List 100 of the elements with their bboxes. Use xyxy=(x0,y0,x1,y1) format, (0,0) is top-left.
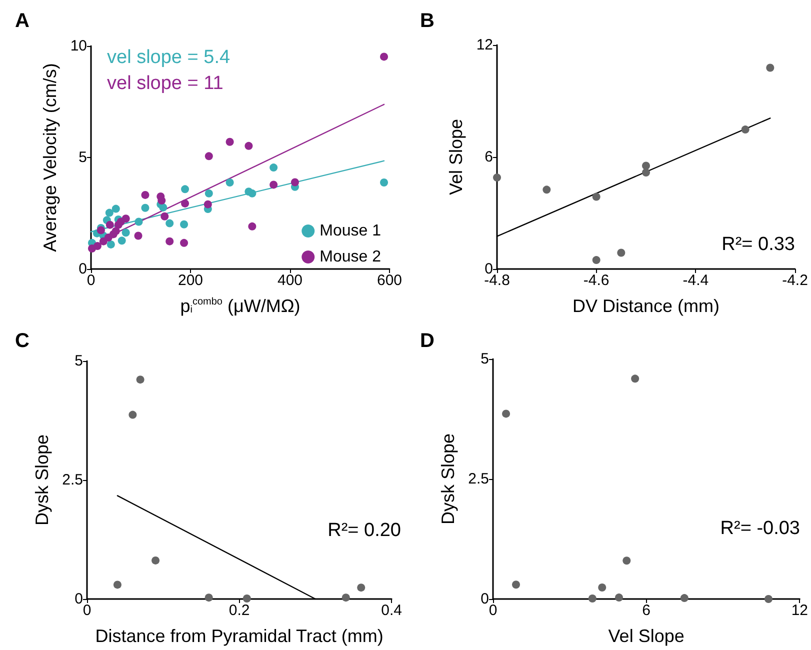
y-tick-label: 5 xyxy=(74,352,83,370)
point xyxy=(741,126,750,134)
point xyxy=(180,220,188,228)
x-tick-label: 0.2 xyxy=(228,602,250,619)
point xyxy=(166,237,174,246)
y-tick-label: 5 xyxy=(78,149,87,166)
point xyxy=(93,242,102,250)
x-tick-label: 400 xyxy=(277,272,303,289)
point xyxy=(113,580,122,589)
x-tick-label: -4.4 xyxy=(682,272,709,289)
annotation: vel slope = 11 xyxy=(107,73,224,94)
y-tick-label: 0 xyxy=(78,260,87,278)
y-tick-label: 0 xyxy=(74,590,83,608)
annotation: vel slope = 5.4 xyxy=(107,47,230,68)
annotation: R²= 0.33 xyxy=(722,234,796,255)
point xyxy=(122,228,130,237)
y-axis-title: Dysk Slope xyxy=(32,434,52,526)
point xyxy=(158,196,166,205)
y-tick-label: 2.5 xyxy=(62,472,83,488)
point xyxy=(764,595,772,603)
point xyxy=(128,410,137,419)
point xyxy=(181,199,190,208)
point xyxy=(542,186,551,194)
point xyxy=(141,190,150,199)
point xyxy=(226,178,234,186)
chart-title: B xyxy=(420,10,434,32)
point xyxy=(588,594,596,603)
point xyxy=(598,583,606,592)
point xyxy=(204,152,213,160)
point xyxy=(106,240,115,248)
point xyxy=(622,556,631,565)
chart-title: C xyxy=(15,330,30,352)
point xyxy=(592,192,600,201)
y-tick-label: 2.5 xyxy=(468,470,489,488)
chart-title: D xyxy=(420,330,434,352)
x-axis-title: picombo (μW/MΩ) xyxy=(180,296,300,316)
y-axis-title: Vel Slope xyxy=(446,118,466,196)
point xyxy=(244,142,253,150)
point xyxy=(357,584,366,592)
point xyxy=(106,220,114,229)
point xyxy=(105,208,114,217)
point xyxy=(166,219,174,228)
y-tick-label: 12 xyxy=(476,36,493,54)
x-tick-label: -4.2 xyxy=(782,272,808,289)
point xyxy=(226,138,234,146)
point xyxy=(204,189,213,198)
point xyxy=(248,189,256,198)
point xyxy=(242,594,251,603)
point xyxy=(180,238,188,247)
y-tick-label: 6 xyxy=(484,148,493,166)
point xyxy=(342,594,350,602)
legend-label: Mouse 1 xyxy=(320,222,382,240)
point xyxy=(614,594,623,602)
y-tick-label: 0 xyxy=(484,260,493,278)
point xyxy=(160,212,169,220)
x-axis-title: Distance from Pyramidal Tract (mm) xyxy=(95,626,384,646)
point xyxy=(134,232,142,240)
annotation: R²= 0.20 xyxy=(328,520,402,541)
x-tick-label: 0.4 xyxy=(381,602,402,619)
point xyxy=(642,162,650,170)
point xyxy=(96,226,105,234)
x-tick-label: 6 xyxy=(642,602,650,619)
point xyxy=(270,180,278,189)
x-tick-label: 600 xyxy=(376,272,402,289)
y-tick-label: 5 xyxy=(480,350,489,368)
point xyxy=(270,164,278,172)
point xyxy=(112,227,120,236)
point xyxy=(181,185,190,194)
point xyxy=(631,374,640,383)
point xyxy=(141,204,150,212)
x-tick-label: 12 xyxy=(791,602,808,619)
point xyxy=(592,256,600,264)
point xyxy=(118,236,126,245)
point xyxy=(248,222,256,230)
point xyxy=(512,580,520,589)
point xyxy=(380,178,388,186)
annotation: R²= -0.03 xyxy=(720,518,800,539)
point xyxy=(152,556,160,564)
point xyxy=(642,168,650,176)
x-tick-label: 200 xyxy=(178,272,204,289)
y-tick-label: 10 xyxy=(70,38,87,54)
point xyxy=(204,594,213,602)
point xyxy=(122,214,130,223)
point xyxy=(680,594,688,602)
x-tick-label: -4.6 xyxy=(583,272,610,289)
y-tick-label: 0 xyxy=(480,590,489,608)
chart-title: A xyxy=(15,10,30,32)
x-axis-title: DV Distance (mm) xyxy=(572,296,720,316)
y-axis-title: Average Velocity (cm/s) xyxy=(40,63,60,252)
point xyxy=(493,174,501,182)
point xyxy=(134,218,143,226)
point xyxy=(617,248,626,257)
point xyxy=(204,200,212,208)
x-axis-title: Vel Slope xyxy=(608,626,684,646)
point xyxy=(112,204,120,213)
legend-label: Mouse 2 xyxy=(320,248,382,266)
y-axis-title: Dysk Slope xyxy=(438,433,458,525)
point xyxy=(766,64,774,72)
point xyxy=(290,178,299,186)
point xyxy=(502,410,510,418)
